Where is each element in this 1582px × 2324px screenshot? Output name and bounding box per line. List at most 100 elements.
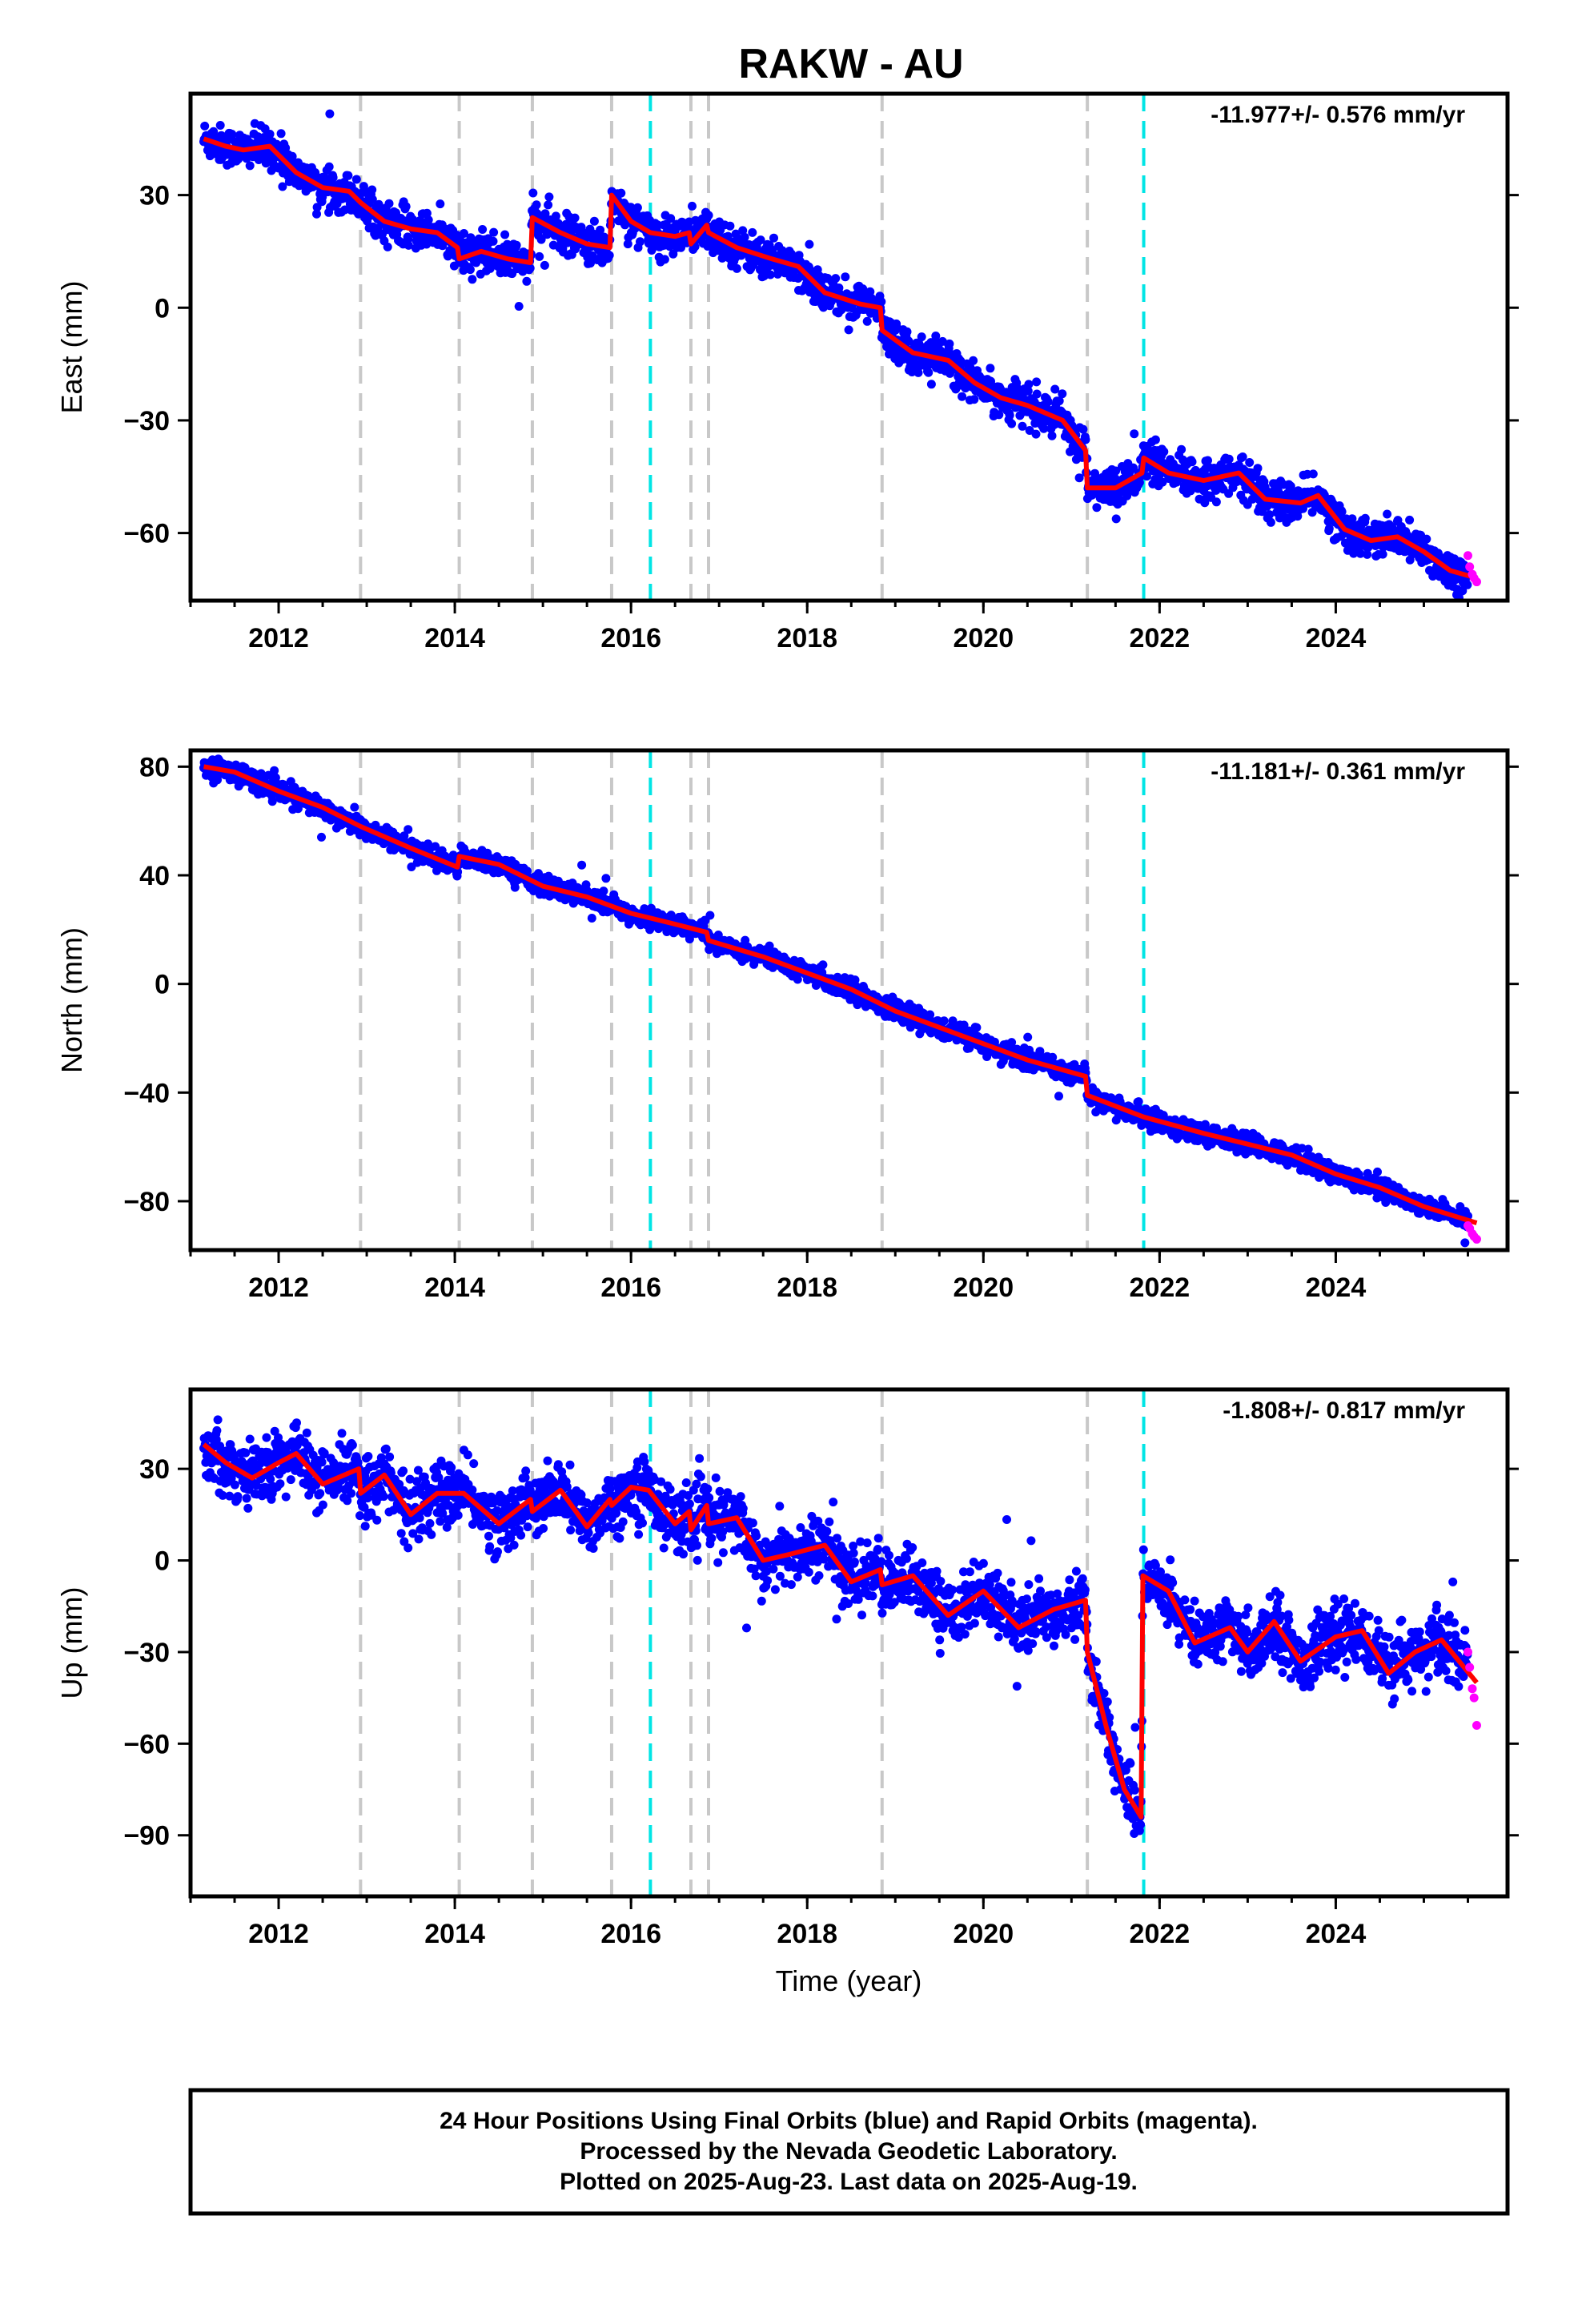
final-orbit-point [865,287,875,296]
final-orbit-point [877,297,886,307]
final-orbit-point [1111,466,1121,476]
final-orbit-point [1363,549,1372,559]
final-orbit-point [340,205,350,215]
final-orbit-point [1159,447,1169,456]
final-orbit-point [1030,419,1040,428]
final-orbit-point [1047,431,1057,440]
final-orbit-point [924,368,934,377]
final-orbit-point [1405,515,1415,525]
final-orbit-point [1324,524,1334,533]
final-orbit-point [850,975,860,985]
final-orbit-point [551,211,560,221]
final-orbit-point [1007,1038,1017,1047]
final-orbit-point [514,302,524,311]
final-orbit-point [1245,458,1255,467]
final-orbit-point [599,887,608,896]
x-tick-label: 2016 [600,623,661,653]
final-orbit-point [1054,396,1064,406]
final-orbit-point [1122,487,1132,497]
final-orbit-point [1092,503,1102,513]
final-orbit-point [805,239,814,249]
final-orbit-point [660,255,669,264]
velocity-rate-label: -11.977+/- 0.576 mm/yr [1211,102,1465,128]
final-orbit-point [1224,454,1234,464]
final-orbit-point [1238,452,1247,461]
y-tick-label: −60 [123,519,170,549]
final-orbit-point [312,209,321,219]
final-orbit-point [525,263,535,273]
final-orbit-point [535,251,544,261]
final-orbit-point [523,866,532,876]
y-tick-label: −30 [123,406,170,436]
final-orbit-point [1129,463,1138,472]
final-orbit-point [632,203,642,212]
final-orbit-point [317,832,326,842]
final-orbit-point [373,223,383,233]
final-orbit-point [688,201,697,211]
final-orbit-point [1018,421,1027,431]
y-axis-label: East (mm) [55,281,88,414]
final-orbit-point [276,129,286,139]
final-orbit-point [528,188,538,198]
final-orbit-point [1032,389,1042,399]
y-tick-label: 30 [139,181,170,211]
east-panel: 2012 2014 2016 2018 2020 2022 2024−60−30030Eas… [55,91,1519,653]
final-orbit-point [970,395,979,404]
final-orbit-point [328,173,338,183]
final-orbit-point [601,874,611,883]
final-orbit-point [1007,419,1017,428]
final-orbit-point [227,130,237,139]
x-tick-label: 2024 [1306,623,1367,653]
final-orbit-point [669,249,678,259]
final-orbit-point [604,251,614,260]
final-orbit-point [1078,424,1088,434]
final-orbit-point [1081,435,1090,444]
final-orbit-point [1054,1092,1063,1101]
final-orbit-point [587,914,596,923]
final-orbit-point [401,202,411,211]
final-orbit-point [215,121,225,130]
final-orbit-point [738,226,748,235]
final-orbit-point [209,127,219,136]
final-orbit-point [1150,435,1160,444]
final-orbit-point [969,356,978,365]
final-orbit-point [1050,384,1060,394]
model-fit-line [203,136,1478,581]
final-orbit-point [436,199,445,209]
final-orbit-point [616,188,626,198]
final-orbit-point [958,392,967,401]
final-orbit-point [1308,469,1318,479]
final-orbit-point [666,214,676,223]
final-orbit-point [522,276,532,286]
final-orbit-point [431,842,440,851]
x-tick-label: 2020 [953,623,1014,653]
final-orbit-point [740,232,749,242]
final-orbit-point [544,200,553,210]
final-orbit-point [1130,429,1139,439]
final-orbit-point [945,339,954,348]
rapid-orbit-point [1472,577,1481,587]
final-orbit-point [325,109,335,119]
final-orbit-point [756,235,765,245]
final-orbit-point [265,130,275,139]
final-orbit-point [453,867,463,877]
final-orbit-point [1023,386,1033,396]
final-orbit-point [862,316,872,326]
final-orbit-point [636,237,644,247]
final-orbit-point [577,860,587,870]
final-orbit-point [994,410,1004,420]
final-orbit-point [1024,380,1034,389]
final-orbit-point [270,766,279,775]
final-orbit-point [1203,456,1212,465]
figure-title: RAKW - AU [738,41,963,87]
x-tick-label: 2022 [1130,623,1191,653]
rapid-orbit-point [1465,562,1475,572]
final-orbit-point [1005,411,1014,420]
final-orbit-points [199,109,1472,601]
final-orbit-point [1265,510,1275,520]
final-orbit-point [1134,478,1144,487]
final-orbit-point [959,1020,969,1030]
x-tick-label: 2014 [424,623,485,653]
final-orbit-point [713,931,723,939]
